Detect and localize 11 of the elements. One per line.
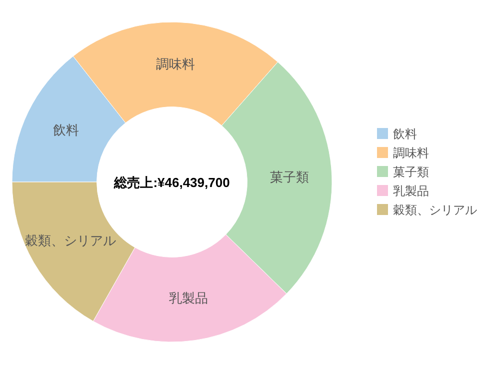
legend-label: 菓子類 (393, 165, 429, 179)
legend-label: 調味料 (393, 146, 429, 160)
text: 総売上:¥46,439,700 (113, 175, 230, 190)
slice-label: 乳製品 (169, 290, 208, 306)
slice-label: 調味料 (156, 56, 195, 72)
legend-label: 穀類、シリアル (393, 203, 477, 217)
slice-label: 穀類、シリアル (24, 233, 116, 248)
legend-label: 乳製品 (393, 184, 429, 198)
legend-label: 飲料 (393, 127, 417, 141)
slice-label: 飲料 (53, 122, 80, 138)
slice-label: 菓子類 (270, 170, 310, 185)
